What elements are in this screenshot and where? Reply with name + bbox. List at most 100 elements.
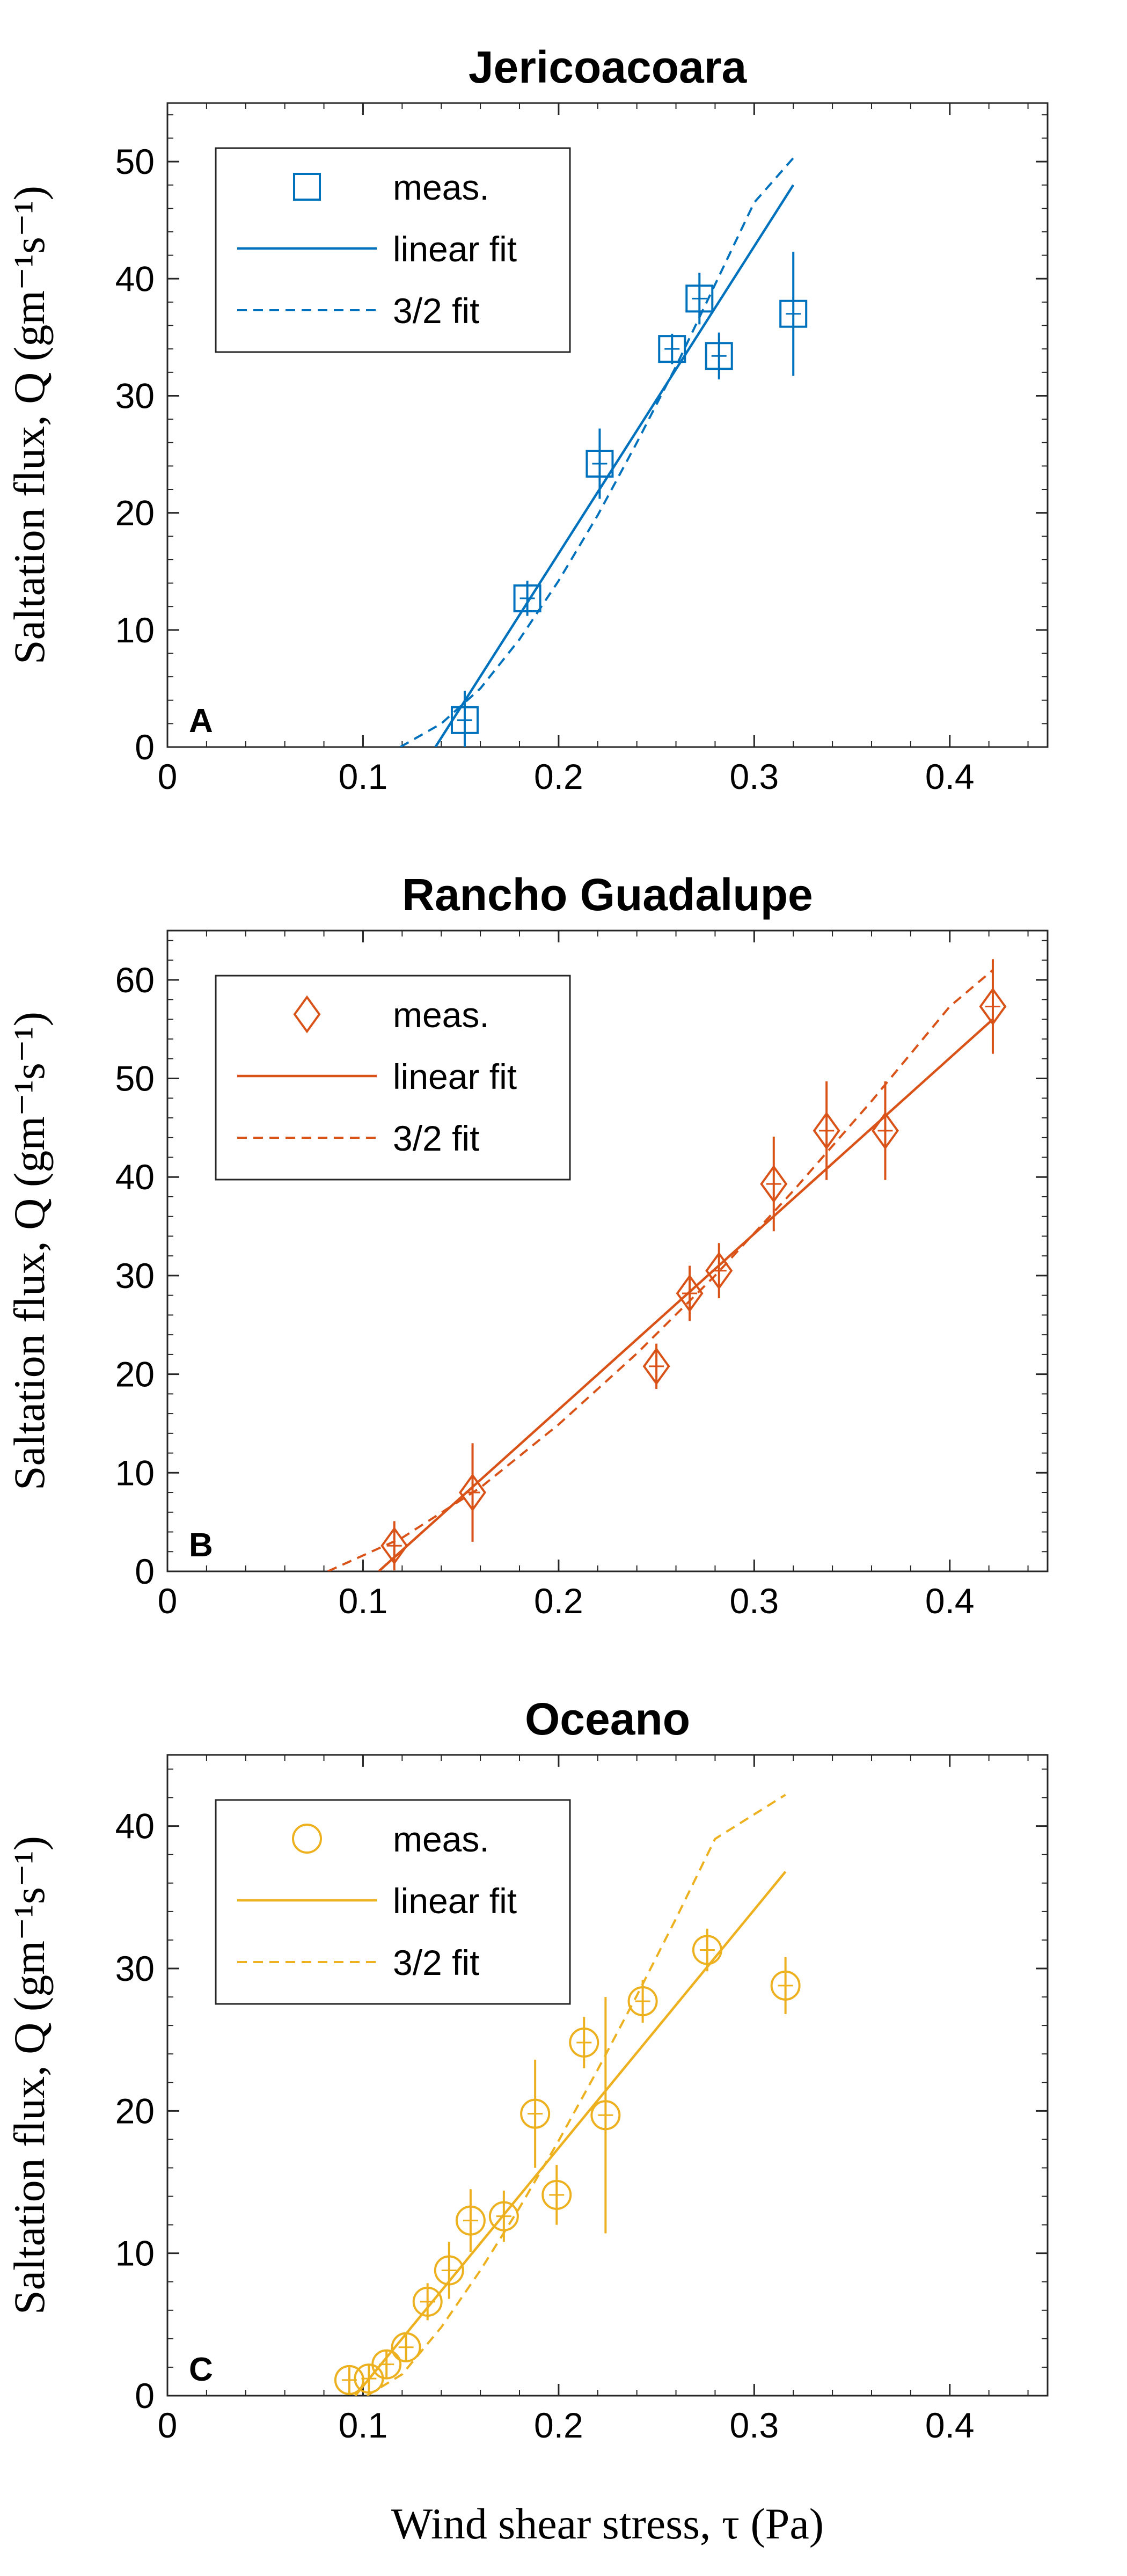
data-marker — [334, 2365, 364, 2395]
data-point — [434, 2242, 464, 2299]
data-point — [569, 2017, 599, 2068]
y-tick-label: 40 — [115, 1157, 155, 1197]
data-marker — [872, 1111, 899, 1150]
legend-marker — [292, 1824, 322, 1854]
data-point — [705, 1243, 733, 1299]
x-tick-label: 0 — [158, 757, 178, 796]
y-tick-label: 50 — [115, 1059, 155, 1099]
data-marker — [627, 1986, 658, 2017]
legend-box — [215, 1799, 571, 2005]
legend-entry-label: linear fit — [393, 229, 517, 269]
data-point — [391, 2332, 421, 2362]
x-tick-label: 0.1 — [339, 2405, 388, 2445]
x-tick-label: 0.4 — [925, 1581, 975, 1621]
data-point — [872, 1081, 899, 1180]
data-point — [658, 333, 686, 364]
y-tick-label: 50 — [115, 142, 155, 181]
legend-marker — [293, 173, 321, 201]
x-tick-label: 0 — [158, 1581, 178, 1621]
axes-box — [166, 930, 1049, 1572]
data-marker — [434, 2255, 464, 2286]
data-point — [676, 1265, 704, 1321]
data-marker — [455, 2205, 486, 2236]
x-tick-label: 0.2 — [534, 757, 583, 796]
y-tick-label: 0 — [135, 2376, 155, 2416]
three-halves-fit-line — [366, 1794, 786, 2396]
data-marker — [391, 2332, 421, 2362]
data-marker — [676, 1274, 704, 1313]
data-marker — [569, 2027, 599, 2058]
data-marker — [813, 1111, 840, 1150]
legend-entry-label: 3/2 fit — [393, 1943, 479, 1982]
three-halves-fit-line — [327, 969, 994, 1571]
chart-title: Rancho Guadalupe — [402, 869, 813, 920]
data-marker — [979, 987, 1007, 1026]
data-point — [520, 2059, 551, 2168]
legend-entry-label: meas. — [393, 167, 489, 207]
legend: meas. linear fit 3/2 fit — [215, 1799, 571, 2005]
legend-box — [215, 975, 571, 1181]
data-point — [642, 1343, 670, 1389]
linear-fit-line — [378, 1018, 994, 1571]
chart-title: Oceano — [525, 1694, 690, 1744]
data-point — [590, 1997, 621, 2234]
data-point — [627, 1980, 658, 2023]
x-tick-label: 0.4 — [925, 2405, 975, 2445]
y-tick-label: 20 — [115, 1355, 155, 1394]
data-marker — [685, 284, 714, 313]
data-marker — [658, 335, 686, 363]
x-tick-label: 0.3 — [729, 1581, 779, 1621]
data-point — [412, 2283, 443, 2321]
data-marker — [450, 706, 479, 734]
chart-title: Jericoacoara — [469, 42, 748, 92]
y-tick-label: 40 — [115, 1806, 155, 1846]
data-marker — [520, 2098, 551, 2129]
y-tick-label: 20 — [115, 2091, 155, 2131]
axes-box — [166, 102, 1049, 748]
three-halves-fit-line — [399, 157, 794, 747]
x-tick-label: 0 — [158, 2405, 178, 2445]
y-axis-label: Saltation flux, Q (gm⁻¹s⁻¹) — [5, 1012, 54, 1490]
panel-c: Oceano 0 0.1 0.2 0.3 0.4 0 10 20 30 40 Saltation fl… — [5, 1694, 1049, 2445]
legend-marker — [293, 995, 321, 1034]
data-marker — [380, 1526, 408, 1565]
legend-box — [215, 147, 571, 353]
data-point — [979, 959, 1007, 1054]
y-axis-label: Saltation flux, Q (gm⁻¹s⁻¹) — [5, 186, 54, 664]
data-marker — [488, 2201, 519, 2231]
panel-b: Rancho Guadalupe 0 0.1 0.2 0.3 0.4 0 10 20 30 40 50… — [5, 869, 1049, 1621]
data-marker — [371, 2349, 402, 2380]
data-point — [371, 2349, 402, 2380]
legend-entry-label: linear fit — [393, 1057, 517, 1096]
panel-a: Jericoacoara 0 0.1 0.2 0.3 0.4 0 10 20 30 40 50 Salt… — [5, 42, 1049, 796]
y-tick-label: 0 — [135, 727, 155, 767]
x-tick-label: 0.3 — [729, 2405, 779, 2445]
x-tick-label: 0.1 — [339, 1581, 388, 1621]
data-marker — [459, 1473, 487, 1512]
data-marker — [760, 1165, 788, 1203]
y-tick-label: 30 — [115, 376, 155, 415]
legend-entry-label: meas. — [393, 1819, 489, 1859]
panel-label: B — [189, 1527, 213, 1564]
y-tick-label: 40 — [115, 259, 155, 298]
legend-entry-label: meas. — [393, 995, 489, 1035]
legend: meas. linear fit 3/2 fit — [215, 975, 571, 1181]
data-marker — [705, 1252, 733, 1290]
x-tick-label: 0.2 — [534, 2405, 583, 2445]
axes-box — [166, 1754, 1049, 2397]
data-point — [380, 1521, 408, 1571]
data-point — [459, 1443, 487, 1542]
legend: meas. linear fit 3/2 fit — [215, 147, 571, 353]
data-point — [586, 428, 614, 499]
data-point — [488, 2190, 519, 2242]
data-marker — [541, 2179, 572, 2210]
legend-entry-label: linear fit — [393, 1881, 517, 1921]
data-marker — [412, 2286, 443, 2317]
data-marker — [590, 2100, 621, 2131]
panel-label: A — [189, 702, 213, 740]
data-point — [685, 273, 714, 325]
data-marker — [692, 1935, 722, 1965]
data-point — [334, 2365, 364, 2395]
